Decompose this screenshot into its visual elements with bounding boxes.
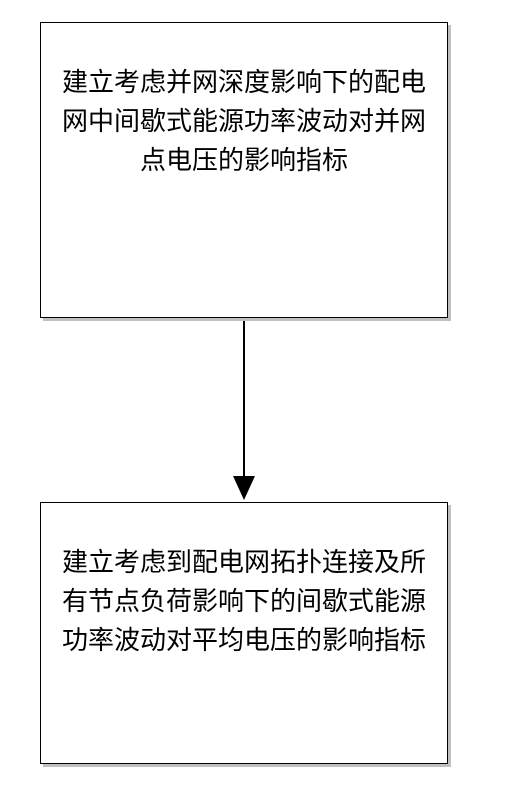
node2-label: 建立考虑到配电网拓扑连接及所有节点负荷影响下的间歇式能源功率波动对平均电压的影响…	[59, 543, 429, 660]
flowchart-node-2: 建立考虑到配电网拓扑连接及所有节点负荷影响下的间歇式能源功率波动对平均电压的影响…	[40, 502, 448, 764]
arrow-line	[243, 321, 245, 476]
flowchart-node-1: 建立考虑并网深度影响下的配电网中间歇式能源功率波动对并网点电压的影响指标	[40, 22, 448, 318]
node1-label: 建立考虑并网深度影响下的配电网中间歇式能源功率波动对并网点电压的影响指标	[59, 63, 429, 180]
arrow-head-icon	[233, 476, 255, 500]
flowchart-arrow	[233, 321, 255, 500]
